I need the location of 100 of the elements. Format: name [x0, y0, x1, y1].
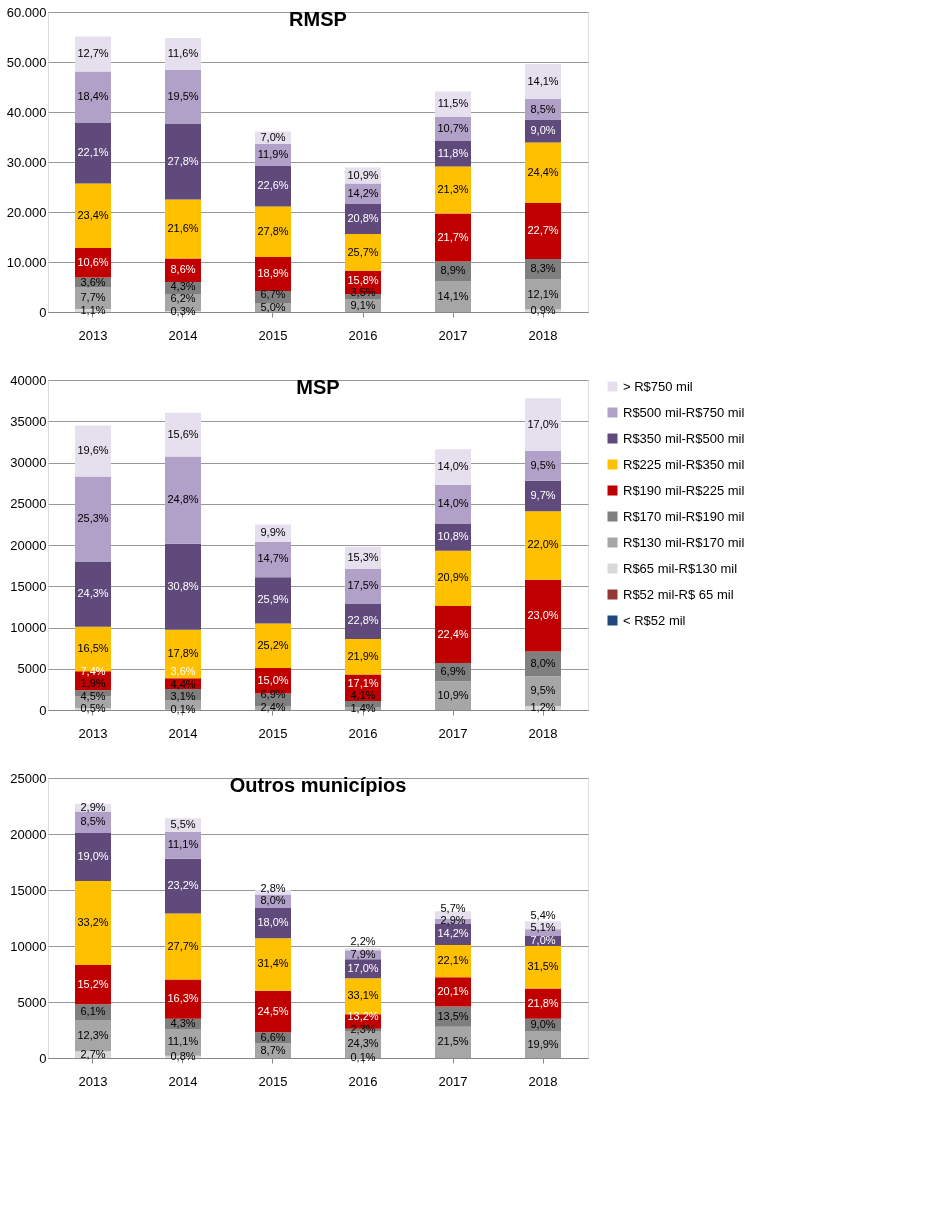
- annotation: 6,6%: [260, 1030, 286, 1043]
- x-tick-label: 2016: [348, 725, 378, 741]
- annotation: 8,7%: [260, 1043, 286, 1056]
- annotation: 0,5%: [80, 702, 106, 715]
- bar: [165, 858, 201, 914]
- annotation: 3,1%: [170, 690, 196, 703]
- annotation: 25,7%: [347, 245, 379, 258]
- annotation: 6,2%: [170, 292, 196, 304]
- y-tick-label: 5000: [17, 661, 47, 677]
- annotation: 14,7%: [257, 552, 289, 565]
- annotation: 9,0%: [530, 124, 556, 137]
- annotation: 21,6%: [167, 222, 199, 234]
- annotation: 13,5%: [437, 1009, 469, 1022]
- annotation: 14,0%: [437, 460, 469, 473]
- annotation: 24,5%: [257, 1004, 289, 1017]
- annotation: 9,0%: [530, 1017, 556, 1030]
- bar: [435, 550, 471, 607]
- y-tick-label: 10000: [10, 938, 47, 954]
- annotation: 15,0%: [257, 673, 289, 686]
- bar: [75, 881, 111, 966]
- annotation: 15,8%: [347, 273, 379, 286]
- annotation: 4,3%: [170, 1016, 196, 1029]
- annotation: 17,0%: [347, 961, 379, 974]
- x-tick-label: 2014: [168, 327, 198, 343]
- bar: [345, 568, 381, 604]
- annotation: 10,9%: [347, 168, 379, 181]
- bar: [165, 456, 201, 544]
- annotation: 10,8%: [437, 530, 469, 543]
- annotation: 20,8%: [347, 212, 379, 224]
- x-tick-label: 2017: [438, 327, 468, 343]
- x-tick-label: 2018: [528, 327, 558, 343]
- annotation: 2,4%: [260, 700, 286, 713]
- bar: [75, 183, 111, 248]
- annotation: 20,9%: [437, 571, 469, 584]
- x-tick-label: 2013: [78, 327, 108, 343]
- annotation: 14,1%: [527, 74, 559, 87]
- annotation: 8,3%: [530, 262, 556, 275]
- annotation: 18,9%: [257, 267, 289, 279]
- bar: [525, 946, 561, 989]
- annotation: 14,0%: [437, 497, 469, 510]
- annotation: 22,1%: [77, 146, 109, 158]
- y-tick-label: 60.000: [6, 4, 47, 20]
- bar: [255, 938, 291, 991]
- annotation: 27,8%: [257, 224, 289, 237]
- annotation: 21,9%: [347, 649, 379, 662]
- annotation: 0,3%: [170, 304, 196, 317]
- legend-label: R$500 mil-R$750 mil: [623, 404, 745, 420]
- annotation: 25,3%: [77, 512, 109, 525]
- chart-title: RMSP: [289, 8, 347, 30]
- y-tick-label: 20.000: [6, 204, 47, 220]
- annotation: 9,5%: [530, 458, 556, 471]
- annotation: 6,1%: [80, 1005, 106, 1018]
- annotation: 33,2%: [77, 916, 109, 929]
- annotation: 1,1%: [80, 303, 106, 316]
- x-tick-label: 2013: [78, 725, 108, 741]
- y-tick-label: 0: [39, 1050, 47, 1066]
- legend-label: < R$52 mil: [623, 612, 686, 628]
- annotation: 21,7%: [437, 230, 469, 243]
- annotation: 7,7%: [80, 291, 106, 303]
- bar: [75, 71, 111, 123]
- annotation: 10,6%: [77, 255, 109, 268]
- bar: [75, 122, 111, 184]
- annotation: 12,1%: [527, 287, 559, 300]
- annotation: 27,8%: [167, 154, 199, 167]
- y-tick-label: 0: [39, 304, 47, 320]
- bar: [435, 606, 471, 663]
- annotation: 22,7%: [527, 224, 559, 236]
- legend-label: R$52 mil-R$ 65 mil: [623, 586, 734, 602]
- y-tick-label: 30.000: [6, 154, 47, 170]
- annotation: 8,6%: [170, 263, 196, 276]
- bar: [165, 543, 201, 630]
- annotation: 24,4%: [527, 165, 559, 178]
- y-tick-label: 20000: [10, 826, 47, 842]
- annotation: 9,7%: [530, 488, 556, 501]
- annotation: 19,6%: [77, 443, 109, 456]
- annotation: 22,0%: [527, 538, 559, 551]
- annotation: 27,7%: [167, 939, 199, 952]
- bar: [165, 70, 201, 124]
- annotation: 7,0%: [530, 933, 556, 946]
- annotation: 9,5%: [530, 684, 556, 697]
- annotation: 12,7%: [77, 47, 109, 59]
- annotation: 0,1%: [350, 1050, 376, 1063]
- annotation: 3,6%: [170, 665, 196, 678]
- annotation: 14,2%: [437, 927, 469, 940]
- y-tick-label: 15000: [10, 578, 47, 594]
- annotation: 10,7%: [437, 121, 469, 134]
- y-tick-label: 40.000: [6, 104, 47, 120]
- annotation: 11,9%: [257, 147, 289, 160]
- annotation: 6,9%: [440, 665, 466, 678]
- annotation: 11,8%: [437, 146, 469, 159]
- annotation: 9,1%: [350, 298, 376, 311]
- annotation: 2,3%: [350, 1022, 376, 1035]
- y-tick-label: 40000: [10, 372, 47, 388]
- annotation: 3,6%: [80, 275, 106, 288]
- annotation: 4,3%: [170, 279, 196, 292]
- annotation: 16,3%: [167, 992, 199, 1005]
- bar: [255, 577, 291, 624]
- annotation: 10,9%: [437, 688, 469, 701]
- legend-label: R$190 mil-R$225 mil: [623, 482, 745, 498]
- annotation: 25,2%: [257, 638, 289, 651]
